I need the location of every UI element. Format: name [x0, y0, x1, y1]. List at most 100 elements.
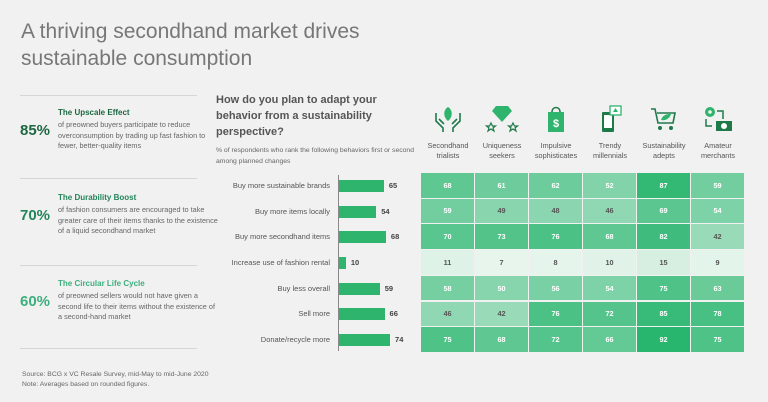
bar-axis — [338, 175, 339, 351]
segment-header: Sustainability adepts — [636, 103, 692, 161]
shopping-bag-dollar-icon: $ — [528, 103, 584, 135]
heatmap-cell: 52 — [583, 173, 636, 198]
heatmap-cell: 72 — [529, 327, 582, 352]
heatmap-cell: 49 — [475, 198, 528, 224]
heatmap-cell: 76 — [529, 301, 582, 326]
row-label: Buy more sustainable brands — [232, 180, 330, 190]
stat-percent: 85% — [20, 122, 51, 139]
heatmap-cell: 10 — [583, 250, 636, 275]
divider — [20, 348, 197, 349]
heatmap-cell: 58 — [421, 275, 474, 301]
stat-percent: 60% — [20, 293, 51, 310]
chart-title: How do you plan to adapt your behavior f… — [216, 94, 377, 138]
heatmap-cell: 63 — [691, 275, 744, 301]
bar — [339, 179, 384, 192]
gear-money-icon — [690, 103, 746, 135]
stat-heading: The Durability Boost — [58, 193, 137, 202]
row-label: Buy less overall — [277, 283, 330, 293]
bar-value-label: 74 — [395, 335, 404, 345]
heatmap-cell: 68 — [583, 224, 636, 249]
row-label: Donate/recycle more — [260, 335, 330, 345]
page-title: A thriving secondhand market drives sust… — [21, 20, 360, 70]
heatmap-cell: 62 — [529, 173, 582, 198]
heatmap-cell: 75 — [637, 275, 690, 301]
heatmap-cell: 59 — [421, 198, 474, 224]
heatmap-cell: 42 — [691, 224, 744, 249]
segment-label: Trendy millennials — [592, 141, 628, 160]
heatmap-cell: 54 — [583, 275, 636, 301]
heatmap-cell: 48 — [529, 198, 582, 224]
heatmap-cell: 61 — [475, 173, 528, 198]
heatmap-cell: 54 — [691, 198, 744, 224]
divider — [20, 265, 197, 266]
heatmap-cell: 70 — [421, 224, 474, 249]
heatmap-cell: 8 — [529, 250, 582, 275]
segment-label: Amateur merchants — [700, 141, 736, 160]
bar — [339, 256, 346, 269]
heatmap-cell: 46 — [421, 301, 474, 326]
hands-leaf-icon — [420, 103, 476, 135]
footnote: Note: Averages based on rounded figures. — [22, 381, 150, 388]
bar — [339, 205, 377, 218]
heatmap-cell: 69 — [637, 198, 690, 224]
stat-percent: 70% — [20, 207, 51, 224]
svg-text:$: $ — [553, 118, 559, 130]
bar — [339, 231, 386, 244]
heatmap-cell: 11 — [421, 250, 474, 275]
heatmap-cell: 76 — [529, 224, 582, 249]
heatmap-cell: 68 — [475, 327, 528, 352]
stat-body: of preowned sellers would not have given… — [58, 291, 215, 321]
bar — [339, 308, 385, 321]
heatmap-cell: 78 — [691, 301, 744, 326]
bar-value-label: 68 — [390, 232, 400, 242]
heatmap-cell: 92 — [637, 327, 690, 352]
stat-heading: The Upscale Effect — [58, 108, 130, 117]
divider — [20, 95, 197, 96]
bar — [339, 334, 391, 347]
heatmap-cell: 9 — [691, 250, 744, 275]
segment-label: Sustainability adepts — [642, 141, 686, 160]
heatmap-cell: 50 — [475, 275, 528, 301]
heatmap-cell: 59 — [691, 173, 744, 198]
stat-body: of fashion consumers are encouraged to t… — [58, 205, 218, 235]
phone-chat-icon — [582, 103, 638, 135]
row-label: Buy more secondhand items — [234, 232, 330, 242]
heatmap-cell: 56 — [529, 275, 582, 301]
bar-value-label: 65 — [388, 180, 398, 190]
stat-heading: The Circular Life Cycle — [58, 279, 145, 288]
bar-value-label: 54 — [381, 206, 390, 216]
segment-label: Impulsive sophisticates — [534, 141, 578, 160]
bar-value-label: 66 — [389, 309, 398, 319]
heatmap-cell: 46 — [583, 198, 636, 224]
row-label: Buy more items locally — [254, 206, 330, 216]
heatmap-cell: 72 — [583, 301, 636, 326]
row-label: Increase use of fashion rental — [231, 257, 330, 267]
bar-value-label: 59 — [384, 283, 394, 293]
diamond-stars-icon — [474, 103, 530, 135]
heatmap-cell: 66 — [583, 327, 636, 352]
heatmap-cell: 68 — [421, 173, 474, 198]
divider — [20, 178, 197, 179]
chart-subtitle: % of respondents who rank the following … — [216, 147, 414, 165]
heatmap-cell: 7 — [475, 250, 528, 275]
bar-value-label: 10 — [350, 257, 360, 267]
segment-label: Secondhand trialists — [427, 141, 469, 160]
heatmap-cell: 15 — [637, 250, 690, 275]
heatmap-cell: 42 — [475, 301, 528, 326]
heatmap-cell: 75 — [421, 327, 474, 352]
segment-label: Uniqueness seekers — [482, 141, 522, 160]
heatmap-cell: 75 — [691, 327, 744, 352]
segment-header: Trendy millennials — [582, 103, 638, 161]
heatmap-cell: 85 — [637, 301, 690, 326]
cart-leaf-icon — [636, 103, 692, 135]
segment-header: Secondhand trialists — [420, 103, 476, 161]
heatmap-cell: 73 — [475, 224, 528, 249]
stat-body: of preowned buyers participate to reduce… — [58, 120, 206, 150]
segment-header: Amateur merchants — [690, 103, 746, 161]
bar — [339, 282, 380, 295]
heatmap-cell: 87 — [637, 173, 690, 198]
heatmap-cell: 82 — [637, 224, 690, 249]
segment-header: Uniqueness seekers — [474, 103, 530, 161]
row-label: Sell more — [298, 309, 330, 319]
segment-header: $ Impulsive sophisticates — [528, 103, 584, 161]
